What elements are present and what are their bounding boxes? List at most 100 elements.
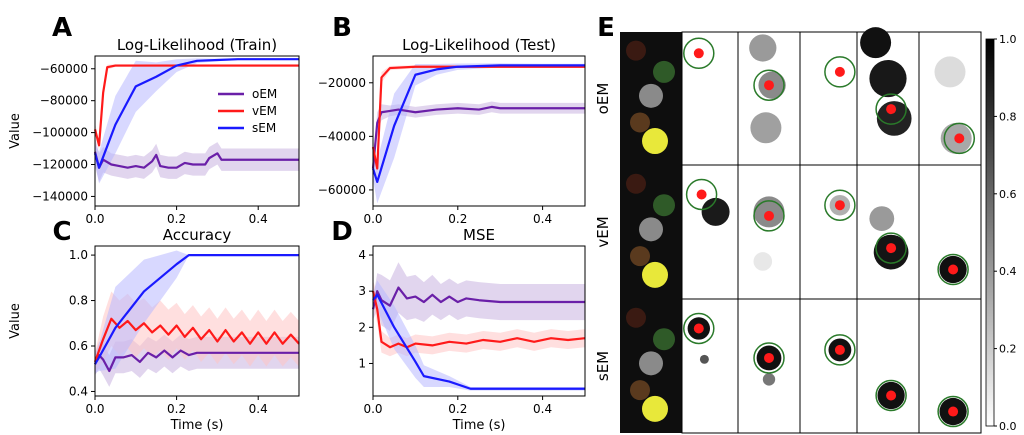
panel-e-letter: E	[597, 13, 615, 43]
input-yellow-object-sem	[642, 395, 668, 422]
frame-position-marker	[693, 48, 704, 59]
frame-focus-circle	[753, 69, 785, 101]
panel-b-frame	[372, 55, 586, 207]
frame-position-marker	[954, 133, 965, 144]
panel-b-xtick-label: 0.2	[448, 212, 467, 226]
panel-d-ytick-label: 4	[358, 248, 366, 262]
frame-background	[737, 164, 801, 300]
colorbar-tick-label: 0.8	[999, 110, 1017, 123]
panel-a-ytick-label: −80000	[40, 94, 88, 108]
input-red-object-oem	[626, 40, 646, 61]
colorbar-tick-label: 0.2	[999, 343, 1017, 356]
panel-c-line-oem	[93, 349, 299, 373]
panel-a-xtick-label: 0.0	[85, 212, 104, 226]
panel-d-title: MSE	[463, 226, 495, 244]
frame-position-marker	[764, 80, 774, 91]
frame-position-marker	[886, 104, 897, 115]
panel-a-band-sem	[95, 58, 299, 184]
frame-position-marker	[886, 243, 897, 254]
colorbar-gradient	[985, 38, 995, 427]
panel-c-ytick-label: 0.6	[69, 339, 88, 353]
panel-d: D MSE 0.0 0.2 0.4 1 2 3 4 Time (s)	[331, 217, 586, 433]
frame-blob	[762, 373, 776, 386]
frame-blob	[869, 59, 907, 98]
panel-b-title: Log-Likelihood (Test)	[402, 36, 556, 54]
panel-c-xlabel: Time (s)	[170, 418, 224, 433]
panel-b-line-sem	[371, 64, 585, 183]
frame-vem-1	[681, 164, 739, 300]
frame-blob	[753, 252, 773, 271]
panel-c-frame	[94, 245, 300, 397]
legend: oEM vEM sEM	[218, 87, 277, 135]
panel-b-ytick-label: −60000	[318, 183, 366, 197]
panel-a-xtick-label: 0.2	[167, 212, 186, 226]
input-gray-object-oem	[639, 83, 663, 108]
frame-focus-circle	[753, 342, 785, 374]
legend-label-oem: oEM	[252, 87, 277, 101]
panel-d-line-vem	[371, 290, 586, 349]
panel-a-line-oem	[93, 151, 299, 169]
colorbar-tick-label: 0.6	[999, 188, 1017, 201]
panel-a-line-sem	[93, 58, 299, 169]
panel-a: A Log-Likelihood (Train) 0.0 0.2 0.4 −140000 −…	[8, 13, 300, 226]
panel-a-band-oem	[95, 137, 299, 183]
input-red-object-sem	[626, 307, 646, 328]
frame-sem-3	[799, 298, 858, 434]
panel-c-title: Accuracy	[163, 226, 232, 244]
frame-oem-5	[918, 31, 982, 166]
panel-d-xlabel: Time (s)	[452, 418, 506, 433]
panel-d-band-oem	[373, 262, 585, 331]
frame-background	[856, 164, 920, 300]
panel-b-line-vem	[371, 65, 585, 170]
frame-blob	[934, 56, 966, 88]
frame-background	[856, 298, 920, 434]
panel-b-ytick-label: −20000	[318, 76, 366, 90]
frame-position-marker	[834, 344, 845, 355]
frame-focus-circle	[875, 232, 907, 264]
panel-c-xtick-label: 0.2	[167, 402, 186, 416]
frame-position-marker	[886, 390, 897, 401]
panel-d-line-oem	[371, 286, 585, 310]
frame-blob	[860, 27, 892, 59]
frame-blob	[869, 206, 895, 232]
frame-background	[799, 31, 858, 166]
frame-vem-2	[737, 164, 801, 300]
frame-vem-5	[918, 164, 982, 300]
frame-vem-4	[856, 164, 920, 300]
row-label-oem: oEM	[594, 83, 612, 115]
frame-oem-1	[681, 31, 739, 166]
panel-a-letter: A	[52, 13, 72, 43]
panel-d-line-sem	[372, 293, 585, 390]
panel-c-line-sem	[94, 253, 299, 365]
frame-background	[681, 31, 739, 166]
frame-background	[681, 164, 739, 300]
frame-focus-circle	[685, 178, 718, 211]
frame-focus-circle	[937, 253, 969, 286]
input-brown-object-sem	[630, 380, 650, 401]
panel-d-ytick-label: 1	[358, 356, 366, 370]
frame-blob	[876, 101, 912, 136]
input-green-object-sem	[653, 328, 675, 351]
panel-d-ytick-label: 2	[358, 320, 366, 334]
frame-position-marker	[764, 352, 774, 363]
panel-a-ytick-label: −140000	[32, 189, 88, 203]
input-yellow-object-oem	[642, 128, 668, 155]
panel-d-band-vem	[373, 280, 585, 357]
frame-blob	[750, 112, 782, 144]
panel-b-ytick-label: −40000	[318, 129, 366, 143]
frame-focus-circle	[875, 379, 907, 412]
frame-focus-circle	[683, 312, 715, 345]
panel-c-band-sem	[95, 250, 299, 374]
frame-focus-circle	[943, 122, 976, 155]
panel-d-letter: D	[331, 217, 353, 247]
frame-oem-3	[799, 31, 858, 166]
frame-background	[799, 298, 858, 434]
input-gray-object-vem	[639, 217, 663, 242]
panel-b-line-oem	[371, 105, 585, 169]
panel-c-ylabel: Value	[8, 303, 23, 339]
panel-b-xtick-label: 0.4	[533, 212, 552, 226]
input-red-object-vem	[626, 173, 646, 194]
frame-blob	[749, 34, 777, 62]
